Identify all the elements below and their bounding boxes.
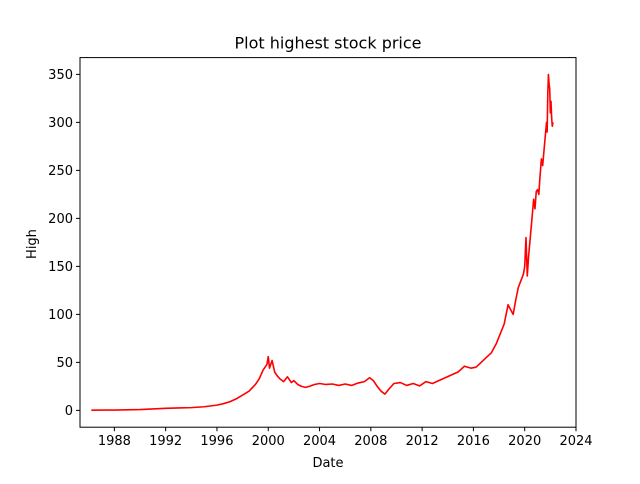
x-tick-label: 2004 [303, 434, 336, 449]
axes-frame [79, 57, 577, 428]
x-tick-label: 2008 [354, 434, 387, 449]
y-tick-label: 300 [48, 116, 73, 131]
chart-title: Plot highest stock price [234, 34, 421, 53]
series-line [91, 73, 554, 412]
x-tick-label: 2000 [252, 434, 285, 449]
x-tick-label: 1988 [98, 434, 131, 449]
y-tick-label: 150 [48, 260, 73, 275]
plot-area [91, 73, 554, 412]
y-tick-label: 250 [48, 164, 73, 179]
y-tick-label: 100 [48, 308, 73, 323]
y-axis-label: High [25, 229, 40, 259]
x-tick-label: 2024 [559, 434, 592, 449]
x-tick-label: 2012 [406, 434, 439, 449]
x-tick-label: 1996 [200, 434, 233, 449]
x-axis-label: Date [312, 456, 343, 471]
x-tick-label: 1992 [149, 434, 182, 449]
y-tick-label: 0 [65, 404, 73, 419]
x-axis-ticks: 1988 1992 1996 2000 2004 2008 2012 2016 2020 2024 [98, 427, 593, 449]
y-tick-label: 200 [48, 212, 73, 227]
y-axis-ticks: 0 50 100 150 200 250 300 350 [48, 68, 80, 419]
y-tick-label: 50 [56, 356, 73, 371]
y-tick-label: 350 [48, 68, 73, 83]
x-tick-label: 2020 [508, 434, 541, 449]
x-tick-label: 2016 [457, 434, 490, 449]
